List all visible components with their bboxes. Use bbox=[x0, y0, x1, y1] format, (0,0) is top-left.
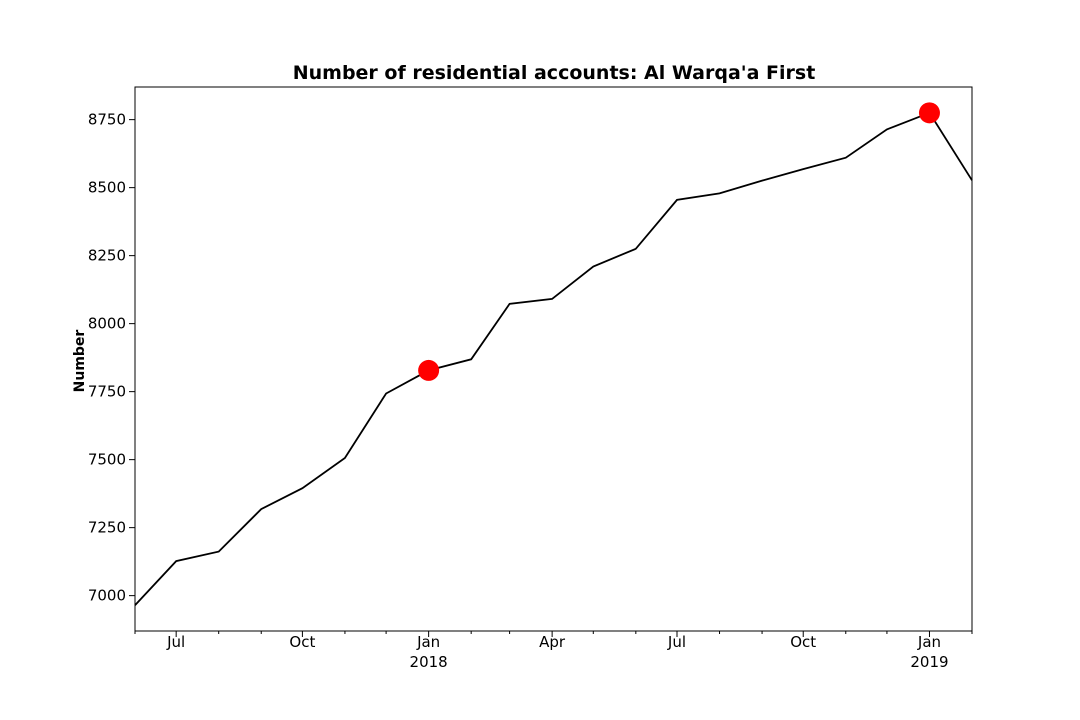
y-tick-label: 8250 bbox=[88, 247, 126, 265]
x-tick-label: Jul bbox=[667, 633, 686, 651]
highlight-point bbox=[418, 359, 440, 381]
x-tick-label: Jul bbox=[166, 633, 185, 651]
y-tick-label: 7500 bbox=[88, 451, 126, 469]
x-tick-label: Oct bbox=[289, 633, 315, 651]
x-tick-label: Jan bbox=[416, 633, 440, 651]
y-tick-label: 7000 bbox=[88, 587, 126, 605]
highlight-point bbox=[918, 102, 940, 124]
x-tick-label: Apr bbox=[539, 633, 566, 651]
x-tick-label: Jan bbox=[917, 633, 941, 651]
chart-title: Number of residential accounts: Al Warqa… bbox=[293, 62, 816, 84]
x-axis-ticks: Jul Oct Jan 2018 Apr Jul Oct Jan 2019 bbox=[134, 631, 973, 671]
x-tick-year-label: 2019 bbox=[910, 653, 948, 671]
y-tick-label: 7250 bbox=[88, 519, 126, 537]
y-axis-label: Number bbox=[72, 330, 88, 393]
y-tick-label: 7750 bbox=[88, 383, 126, 401]
y-tick-label: 8500 bbox=[88, 179, 126, 197]
plot-area bbox=[134, 102, 973, 606]
y-tick-label: 8750 bbox=[88, 111, 126, 129]
y-tick-label: 8000 bbox=[88, 315, 126, 333]
y-axis-ticks: 7000 7250 7500 7750 8000 8250 8500 8750 bbox=[88, 111, 135, 605]
x-tick-year-label: 2018 bbox=[410, 653, 448, 671]
x-tick-label: Oct bbox=[790, 633, 816, 651]
series-line bbox=[134, 111, 973, 606]
axes-frame bbox=[134, 86, 973, 632]
